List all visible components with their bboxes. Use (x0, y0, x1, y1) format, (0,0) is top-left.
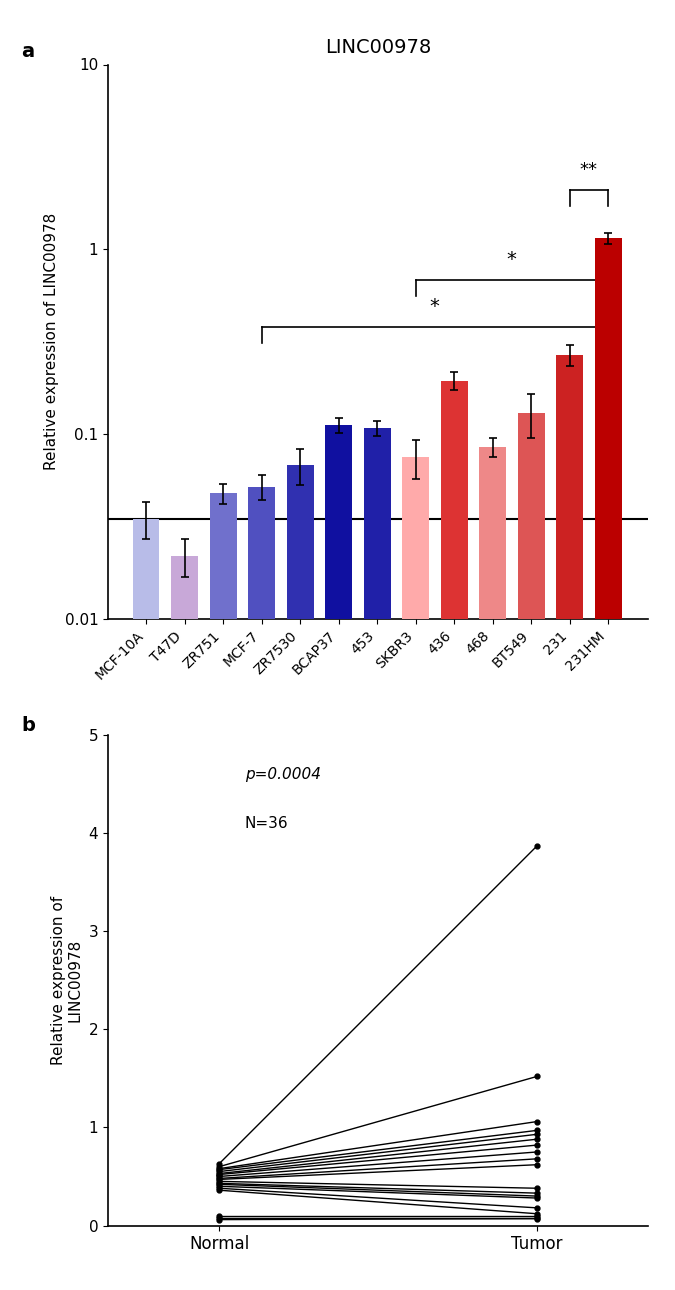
Text: *: * (430, 297, 439, 316)
Bar (556, 355, 583, 1290)
Bar (595, 239, 622, 1290)
Bar (441, 381, 468, 1290)
Text: p=0.0004: p=0.0004 (244, 768, 321, 783)
Text: b: b (22, 716, 36, 735)
Text: *: * (507, 250, 517, 270)
Bar (518, 413, 545, 1290)
Text: a: a (22, 43, 34, 62)
Text: N=36: N=36 (244, 817, 288, 832)
Bar (171, 556, 198, 1290)
Text: **: ** (580, 160, 598, 178)
Title: LINC00978: LINC00978 (325, 39, 431, 57)
Bar (132, 519, 159, 1290)
Bar (479, 448, 506, 1290)
Bar (287, 466, 313, 1290)
Bar (209, 493, 236, 1290)
Y-axis label: Relative expression of
LINC00978: Relative expression of LINC00978 (51, 895, 83, 1066)
Text: high-metastasis: high-metastasis (470, 853, 592, 867)
Bar (248, 486, 275, 1290)
Bar (325, 426, 352, 1290)
Text: low-metastasis: low-metastasis (223, 853, 338, 867)
Y-axis label: Relative expression of LINC00978: Relative expression of LINC00978 (44, 213, 59, 471)
Bar (402, 458, 429, 1290)
Bar (364, 428, 391, 1290)
